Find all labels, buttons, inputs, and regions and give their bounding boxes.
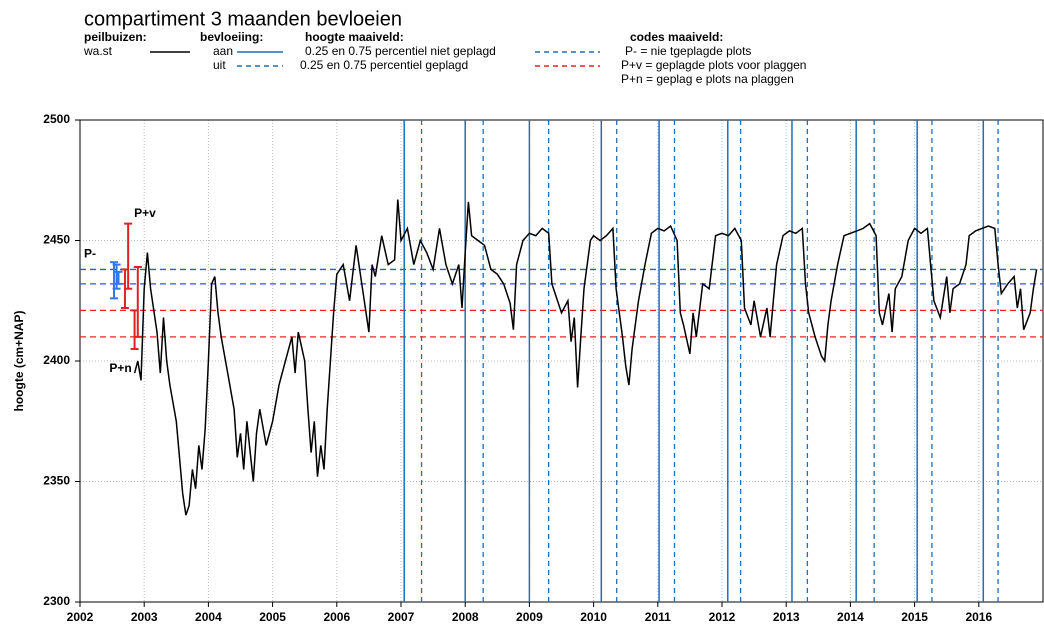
x-tick-label: 2004: [195, 610, 222, 624]
x-tick-label: 2013: [773, 610, 800, 624]
legend-label: P+n = geplag e plots na plaggen: [621, 72, 794, 86]
x-tick-label: 2002: [67, 610, 94, 624]
legend-label: uit: [213, 58, 226, 72]
y-tick-label: 2300: [43, 594, 70, 608]
legend-label: P+v = geplagde plots voor plaggen: [621, 58, 806, 72]
legend-header: bevloeiing:: [200, 30, 263, 44]
interval-label: P+v: [134, 206, 156, 220]
plot-frame: [79, 119, 1044, 603]
legend-header: hoogte maaiveld:: [305, 30, 404, 44]
x-tick-label: 2016: [965, 610, 992, 624]
x-tick-label: 2011: [645, 610, 671, 624]
interval-label: P+n: [109, 361, 131, 375]
x-tick-label: 2010: [580, 610, 607, 624]
chart-title: compartiment 3 maanden bevloeien: [84, 8, 402, 30]
interval-label: P-: [84, 246, 96, 260]
x-tick-label: 2007: [388, 610, 415, 624]
x-tick-label: 2003: [131, 610, 158, 624]
y-tick-label: 2400: [43, 353, 70, 367]
legend-label: P- = nie tgeplagde plots: [625, 44, 751, 58]
x-tick-label: 2014: [837, 610, 864, 624]
y-tick-label: 2450: [43, 233, 70, 247]
x-tick-label: 2009: [516, 610, 543, 624]
y-axis-label: hoogte (cm+NAP): [12, 310, 26, 411]
x-tick-label: 2008: [452, 610, 479, 624]
data-line: [133, 199, 1038, 516]
y-tick-label: 2350: [43, 474, 70, 488]
x-tick-label: 2005: [259, 610, 286, 624]
y-tick-label: 2500: [43, 112, 70, 126]
legend-label: 0.25 en 0.75 percentiel niet geplagd: [305, 44, 496, 58]
x-tick-label: 2015: [901, 610, 928, 624]
legend-label: aan: [213, 44, 233, 58]
legend-label: 0.25 en 0.75 percentiel geplagd: [300, 58, 468, 72]
x-tick-label: 2006: [323, 610, 350, 624]
legend-header: peilbuizen:: [84, 30, 147, 44]
x-tick-label: 2012: [709, 610, 736, 624]
legend-label: wa.st: [83, 44, 113, 58]
legend-header: codes maaiveld:: [630, 30, 723, 44]
